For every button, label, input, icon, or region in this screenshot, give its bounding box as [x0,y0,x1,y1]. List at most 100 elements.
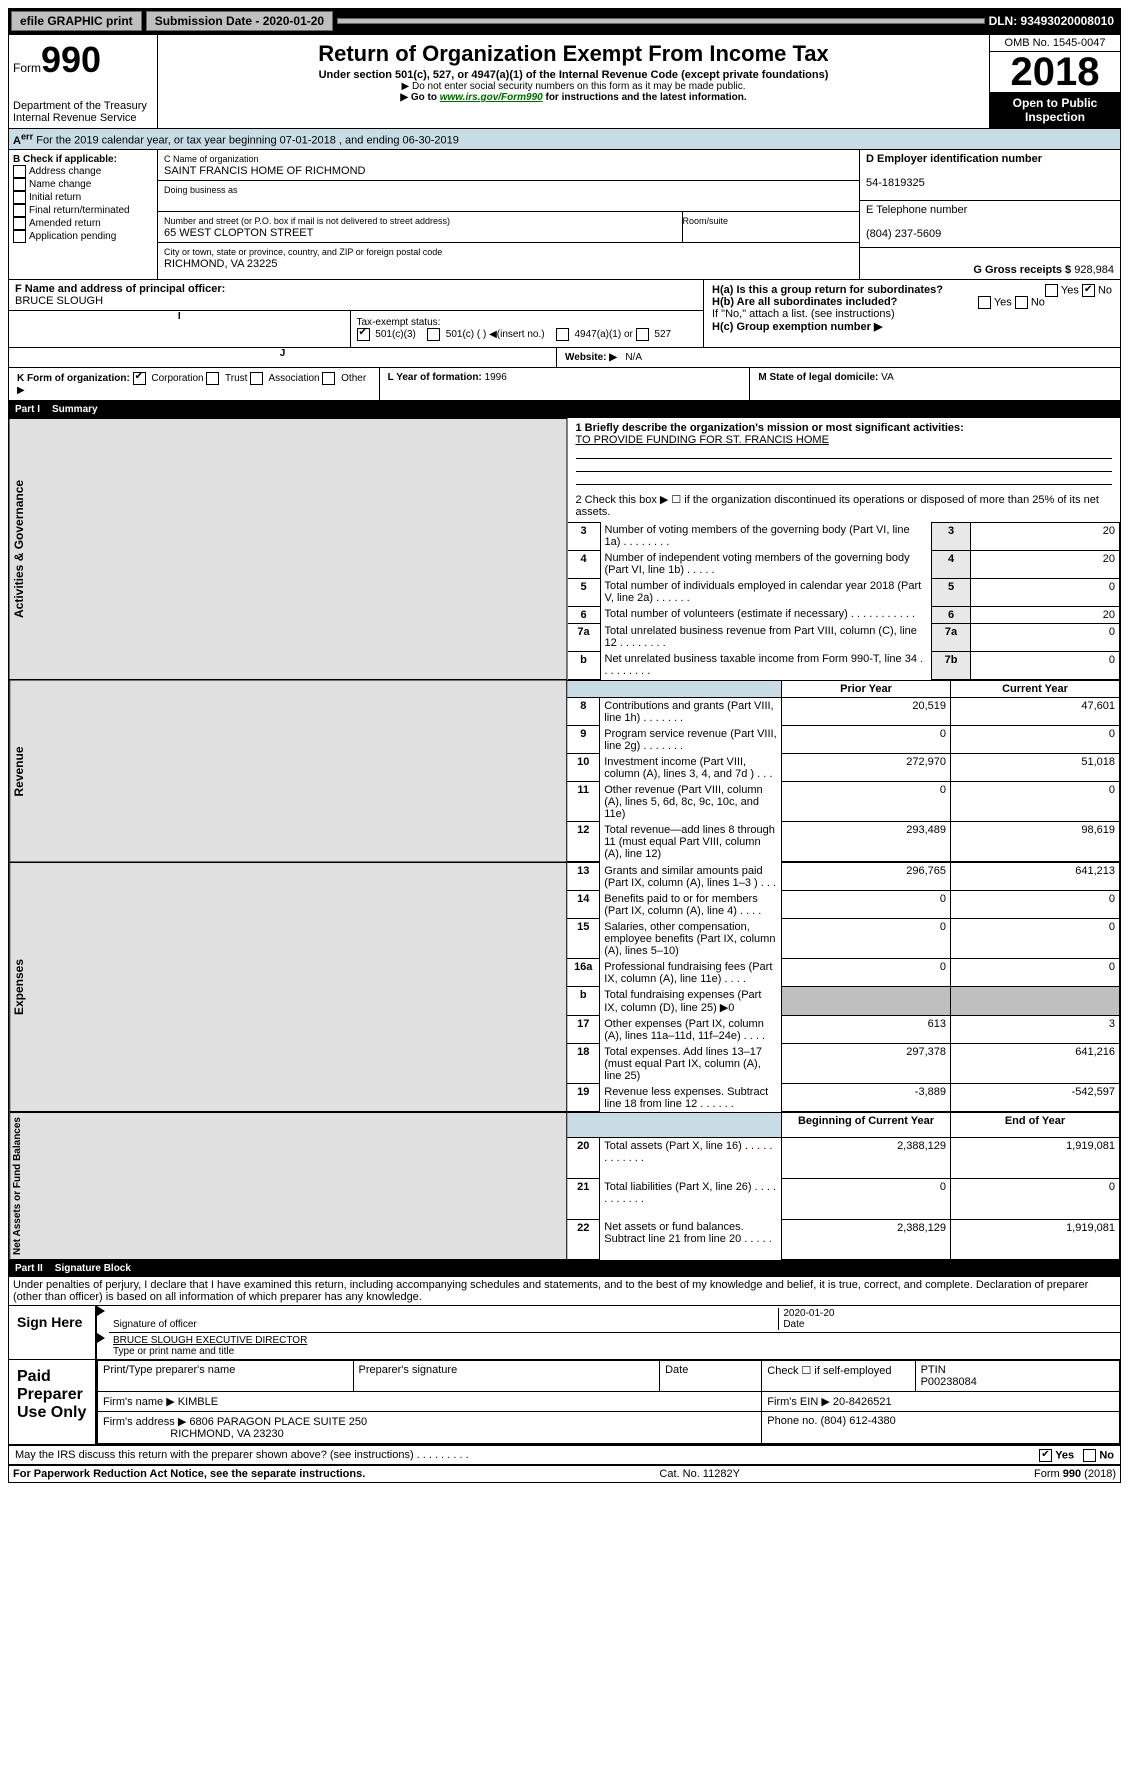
topbar: efile GRAPHIC print Submission Date - 20… [8,8,1121,34]
form-title: Return of Organization Exempt From Incom… [162,41,985,67]
checkbox-address-change[interactable] [13,165,26,178]
firm-addr2: RICHMOND, VA 23230 [170,1428,284,1440]
checkbox-hb-yes[interactable] [978,296,991,309]
sign-here-row: Sign Here Signature of officer 2020-01-2… [9,1306,1120,1360]
table-row: bTotal fundraising expenses (Part IX, co… [567,987,1119,1016]
checkbox-corp[interactable] [133,372,146,385]
firm-name: KIMBLE [178,1396,218,1408]
table-row: 6Total number of volunteers (estimate if… [568,606,1120,623]
checkbox-501c[interactable] [427,328,440,341]
table-row: 18Total expenses. Add lines 13–17 (must … [567,1044,1119,1084]
table-row: 17Other expenses (Part IX, column (A), l… [567,1016,1119,1044]
opt-501c: 501(c) ( ) ◀(insert no.) [446,329,545,340]
checkbox-527[interactable] [636,328,649,341]
name-title-label: Type or print name and title [113,1346,234,1357]
firm-name-label: Firm's name ▶ [103,1396,175,1408]
net-assets-section: Net Assets or Fund Balances Beginning of… [9,1112,1120,1260]
checkbox-hb-no[interactable] [1015,296,1028,309]
line-a-text: For the 2019 calendar year, or tax year … [36,135,459,147]
table-row: 11Other revenue (Part VIII, column (A), … [567,782,1119,822]
section-klm: K Form of organization: Corporation Trus… [9,368,1120,401]
prep-date-label: Date [665,1364,688,1376]
table-row: 9Program service revenue (Part VIII, lin… [567,726,1119,754]
opt-4947: 4947(a)(1) or [575,329,633,340]
domicile-value: VA [881,372,894,383]
revenue-section: Revenue Prior YearCurrent Year8Contribut… [9,680,1120,863]
firm-addr-label: Firm's address ▶ [103,1416,186,1428]
year-formation-label: L Year of formation: [388,372,482,383]
checkbox-4947[interactable] [556,328,569,341]
domicile-label: M State of legal domicile: [758,372,878,383]
checkbox-discuss-yes[interactable] [1039,1449,1052,1462]
part1-header: Part I Summary [9,401,1120,418]
city-state-zip: RICHMOND, VA 23225 [164,258,278,270]
firm-addr1: 6806 PARAGON PLACE SUITE 250 [189,1416,367,1428]
footer-mid: Cat. No. 11282Y [659,1468,740,1480]
table-row: 12Total revenue—add lines 8 through 11 (… [567,822,1119,862]
ha-label: H(a) Is this a group return for subordin… [712,284,943,296]
gross-receipts: 928,984 [1074,264,1114,276]
checkbox-initial-return[interactable] [13,191,26,204]
ha-no: No [1098,284,1112,296]
table-row: 13Grants and similar amounts paid (Part … [567,863,1119,891]
dln-label: DLN: 93493020008010 [989,14,1118,28]
checkbox-other[interactable] [322,372,335,385]
checkbox-discuss-no[interactable] [1083,1449,1096,1462]
open-public: Open to Public Inspection [990,92,1120,128]
tax-year: 2018 [990,52,1120,92]
hb-no: No [1031,296,1045,308]
efile-button[interactable]: efile GRAPHIC print [11,11,142,31]
submission-date-button[interactable]: Submission Date - 2020-01-20 [146,11,333,31]
irs-link[interactable]: www.irs.gov/Form990 [440,92,543,103]
table-row: 14Benefits paid to or for members (Part … [567,891,1119,919]
table-row: 21Total liabilities (Part X, line 26) . … [567,1179,1119,1220]
tax-status-label: Tax-exempt status: [357,317,441,328]
dept-irs: Internal Revenue Service [13,112,153,124]
table-row: 7aTotal unrelated business revenue from … [568,623,1120,651]
tax-year-line: Aerr For the 2019 calendar year, or tax … [9,129,1120,150]
form-prefix: Form [13,61,41,75]
self-employed-label: Check ☐ if self-employed [767,1365,891,1377]
mission-text: TO PROVIDE FUNDING FOR ST. FRANCIS HOME [576,434,829,446]
ein-label: D Employer identification number [866,153,1042,165]
part1-title: Summary [52,404,98,415]
checkbox-final-return[interactable] [13,204,26,217]
side-revenue: Revenue [9,680,567,863]
table-header-row: Prior YearCurrent Year [567,680,1119,697]
table-row: 8Contributions and grants (Part VIII, li… [567,697,1119,726]
line-2: 2 Check this box ▶ ☐ if the organization… [568,489,1121,522]
expenses-section: Expenses 13Grants and similar amounts pa… [9,862,1120,1112]
opt-assoc: Association [268,373,319,384]
checkbox-name-change[interactable] [13,178,26,191]
section-c: C Name of organization SAINT FRANCIS HOM… [158,150,860,279]
addr-label: Number and street (or P.O. box if mail i… [164,216,450,226]
note2-pre: ▶ Go to [400,92,439,103]
part1-label: Part I [15,404,40,415]
side-expenses: Expenses [9,862,567,1112]
checkbox-app-pending[interactable] [13,230,26,243]
arrow-icon [97,1333,105,1343]
checkbox-501c3[interactable] [357,328,370,341]
label-final-return: Final return/terminated [29,205,130,216]
discuss-no: No [1099,1450,1114,1462]
form-number-box: Form990 Department of the Treasury Inter… [9,35,158,128]
hc-label: H(c) Group exemption number ▶ [712,321,882,333]
footer-left: For Paperwork Reduction Act Notice, see … [13,1468,365,1480]
org-name: SAINT FRANCIS HOME OF RICHMOND [164,165,365,177]
section-b: B Check if applicable: Address change Na… [9,150,158,279]
phone-value: (804) 237-5609 [866,228,941,240]
checkbox-ha-yes[interactable] [1045,284,1058,297]
ptin-label: PTIN [921,1364,946,1376]
part1-body: Activities & Governance 1 Briefly descri… [9,418,1120,680]
label-amended: Amended return [29,218,101,229]
part2-label: Part II [15,1263,43,1274]
checkbox-trust[interactable] [206,372,219,385]
hb-yes: Yes [994,296,1012,308]
checkbox-assoc[interactable] [250,372,263,385]
revenue-table: Prior YearCurrent Year8Contributions and… [567,680,1120,863]
firm-ein-label: Firm's EIN ▶ [767,1396,830,1408]
part2-header: Part II Signature Block [9,1260,1120,1277]
website-value: N/A [625,352,642,363]
checkbox-amended[interactable] [13,217,26,230]
checkbox-ha-no[interactable] [1082,284,1095,297]
